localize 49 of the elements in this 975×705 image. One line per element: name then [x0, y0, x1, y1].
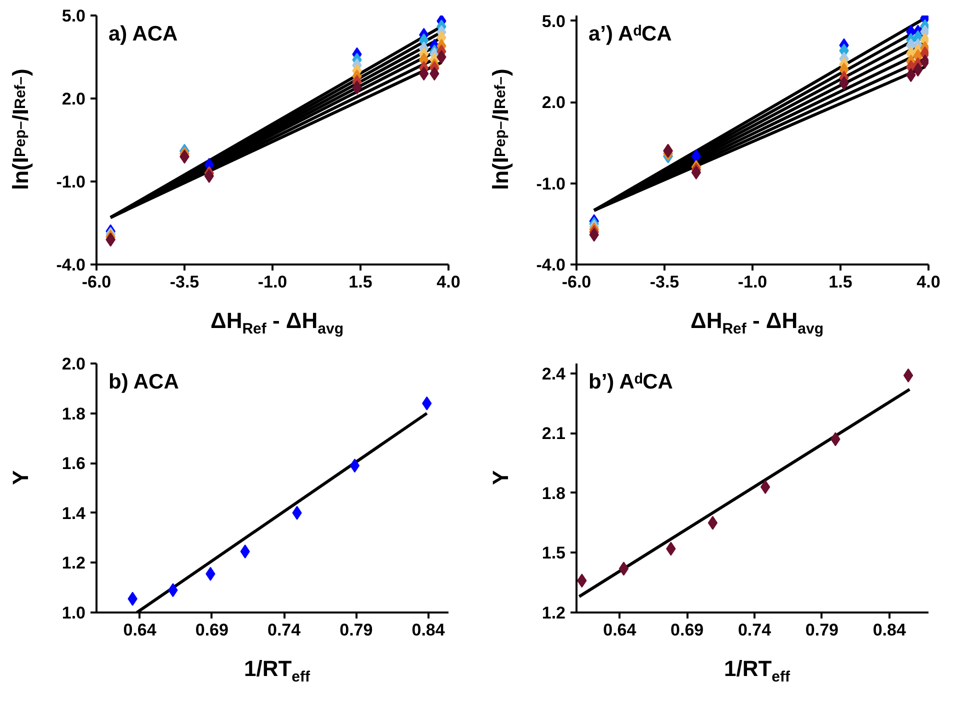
x-tick-label: 4.0: [436, 272, 460, 292]
x-tick-label: -1.0: [738, 272, 768, 292]
y-tick-label: 1.2: [542, 604, 566, 622]
x-tick-label: 0.69: [195, 620, 228, 640]
x-tick-label: 0.79: [340, 620, 373, 640]
x-tick-label: 1.5: [828, 272, 852, 292]
y-tick-label: 5.0: [62, 6, 86, 26]
x-tick-label: -1.0: [258, 272, 288, 292]
y-tick-label: -4.0: [56, 256, 86, 274]
y-tick-label: 5.0: [542, 12, 566, 31]
chart-title: a’) AᵈCA: [588, 22, 672, 46]
x-tick-label: -6.0: [562, 272, 592, 292]
x-tick-label: 0.64: [123, 620, 157, 640]
y-tick-label: 1.0: [62, 604, 86, 622]
y-tick-label: 2.0: [62, 354, 86, 374]
y-tick-label: -1.0: [56, 172, 86, 192]
x-axis-title: ΔH$_{Ref}$ - ΔH$_{avg}$: [210, 307, 344, 340]
x-tick-label: 0.84: [872, 620, 906, 640]
x-tick-label: 0.69: [670, 620, 704, 640]
chart-title: b) ACA: [108, 370, 179, 394]
x-tick-label: 0.74: [738, 620, 772, 640]
y-tick-label: 2.0: [542, 93, 566, 112]
y-tick-label: 1.8: [62, 404, 86, 424]
y-tick-label: 1.6: [62, 454, 86, 474]
y-tick-label: 2.4: [542, 364, 566, 384]
y-tick-label: 1.5: [542, 544, 566, 563]
y-tick-label: 2.0: [62, 90, 86, 108]
x-axis-title: 1/RT$_{eff}$: [242, 655, 312, 688]
x-tick-label: 0.74: [268, 620, 302, 640]
chart-title: b’) AᵈCA: [588, 370, 673, 394]
x-tick-label: -3.5: [650, 272, 680, 292]
x-tick-label: -3.5: [170, 272, 200, 292]
x-tick-label: 0.79: [805, 620, 839, 640]
x-axis-title: ΔH$_{Ref}$ - ΔH$_{avg}$: [690, 307, 824, 340]
x-tick-label: 4.0: [916, 272, 940, 292]
x-tick-label: -6.0: [82, 272, 112, 292]
x-tick-label: 1.5: [348, 272, 372, 292]
y-axis-title: Y: [487, 469, 514, 487]
y-tick-label: 1.4: [62, 504, 86, 523]
y-tick-label: -4.0: [536, 256, 566, 274]
y-tick-label: -1.0: [536, 174, 566, 194]
chart-title: a) ACA: [108, 22, 178, 46]
y-tick-label: 1.2: [62, 554, 86, 573]
y-tick-label: 1.8: [542, 484, 566, 503]
y-tick-label: 2.1: [542, 424, 566, 444]
y-axis-title: Y: [7, 469, 34, 487]
x-tick-label: 0.64: [603, 620, 637, 640]
x-axis-title: 1/RT$_{eff}$: [722, 655, 792, 688]
x-tick-label: 0.84: [412, 620, 446, 640]
